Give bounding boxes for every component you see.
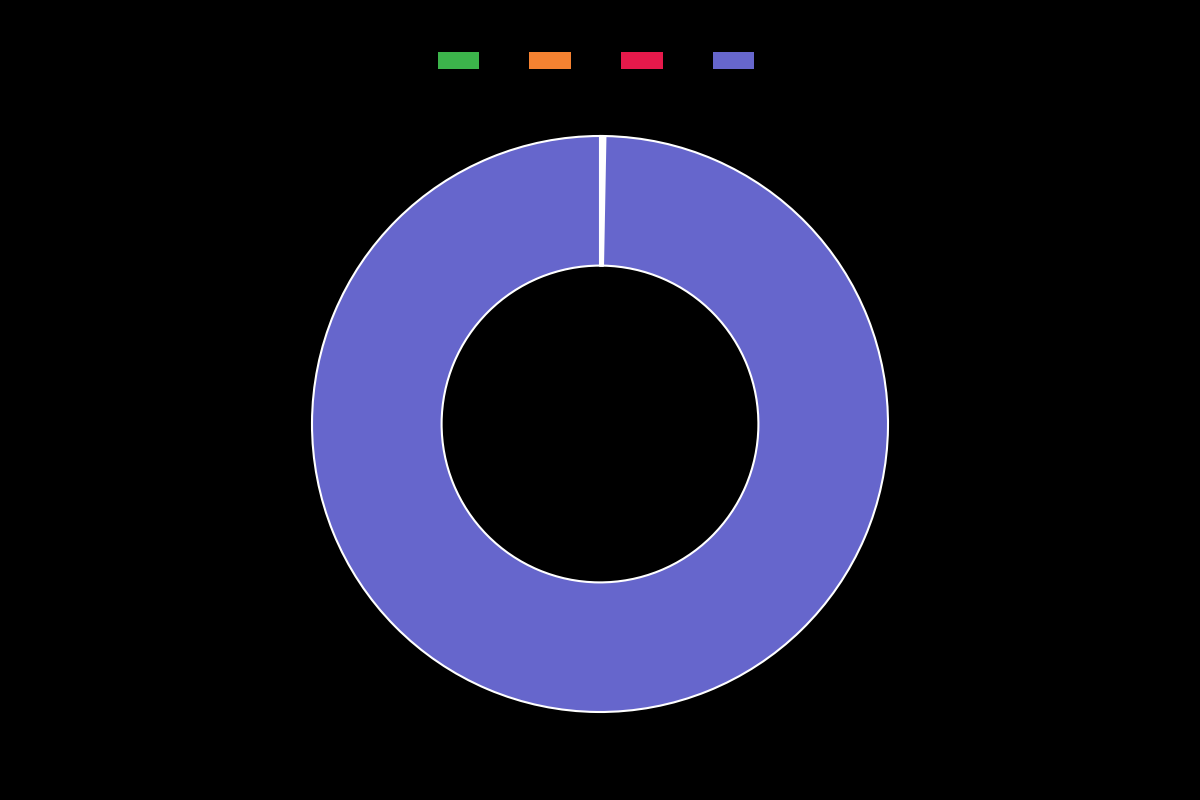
Wedge shape <box>602 136 606 266</box>
Wedge shape <box>600 136 602 266</box>
Wedge shape <box>312 136 888 712</box>
Wedge shape <box>601 136 604 266</box>
Legend: , , , : , , , <box>430 43 770 78</box>
